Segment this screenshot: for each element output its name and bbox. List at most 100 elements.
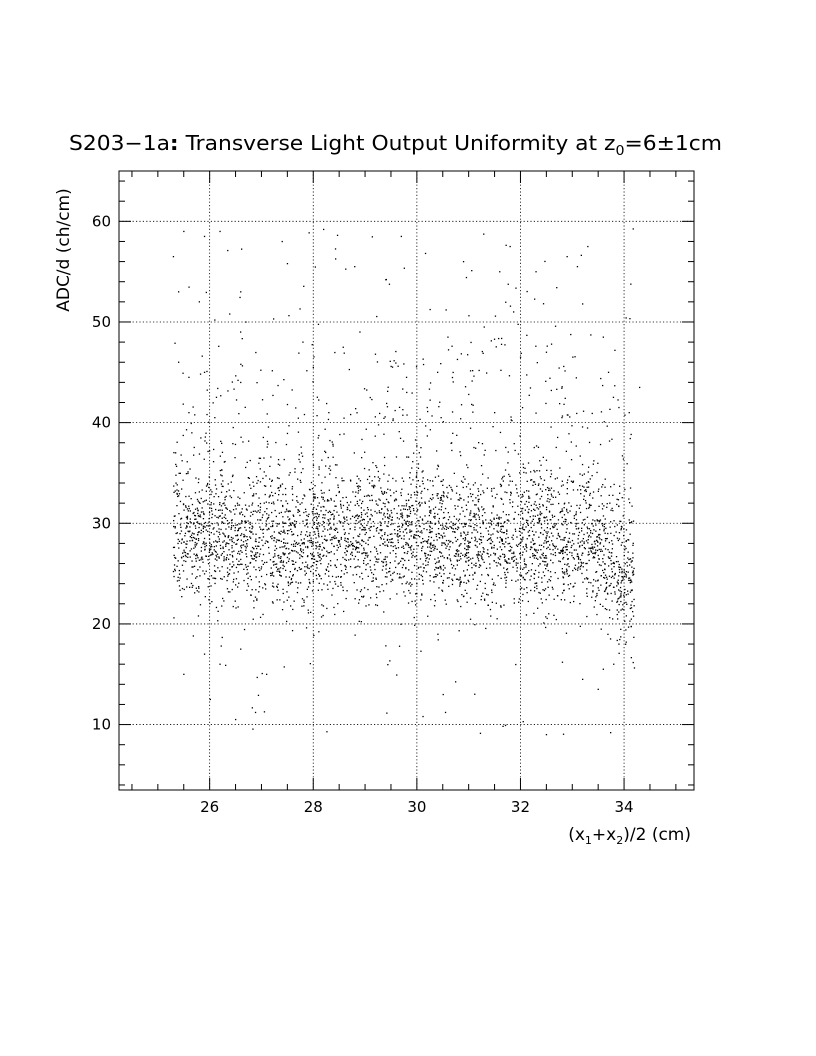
data-point xyxy=(478,516,480,518)
data-point xyxy=(241,533,243,535)
data-point xyxy=(606,581,608,584)
data-point xyxy=(500,606,502,608)
data-point xyxy=(405,541,407,544)
data-point xyxy=(356,515,358,517)
data-point xyxy=(537,558,539,560)
data-point xyxy=(205,490,207,492)
data-point xyxy=(278,494,280,496)
data-point xyxy=(429,543,431,545)
data-point xyxy=(552,543,554,545)
data-point xyxy=(250,487,252,489)
data-point xyxy=(200,550,202,552)
data-point xyxy=(592,585,594,587)
data-point xyxy=(555,496,557,498)
data-point xyxy=(448,516,451,518)
data-point xyxy=(546,532,548,535)
data-point xyxy=(571,425,573,427)
data-point xyxy=(234,600,236,602)
data-point xyxy=(226,520,229,522)
data-point xyxy=(193,511,195,514)
data-point xyxy=(510,416,512,418)
data-point xyxy=(464,537,466,539)
data-point xyxy=(412,479,414,481)
data-point xyxy=(517,453,520,455)
data-point xyxy=(253,493,255,495)
data-point xyxy=(263,457,265,459)
chart-title-prefix: S203−1a xyxy=(69,131,170,155)
data-point xyxy=(632,520,635,522)
data-point xyxy=(481,515,484,517)
data-point xyxy=(422,579,424,581)
data-point xyxy=(315,537,317,539)
data-point xyxy=(296,500,298,502)
data-point xyxy=(211,554,213,556)
data-point xyxy=(344,537,346,539)
data-point xyxy=(566,573,568,575)
data-point xyxy=(468,559,470,561)
data-point xyxy=(275,515,277,518)
data-point xyxy=(251,528,253,530)
data-point xyxy=(209,546,212,548)
data-point xyxy=(403,591,405,593)
data-point xyxy=(187,556,189,558)
data-point xyxy=(517,579,519,581)
data-point xyxy=(609,584,611,587)
data-point xyxy=(375,578,377,580)
data-point xyxy=(378,558,380,560)
data-point xyxy=(256,382,258,384)
data-point xyxy=(252,513,254,516)
data-point xyxy=(475,565,477,567)
data-point xyxy=(410,549,412,551)
data-point xyxy=(573,533,576,535)
data-point xyxy=(605,538,607,540)
data-point xyxy=(479,580,481,583)
data-point xyxy=(449,526,451,528)
data-point xyxy=(378,512,381,514)
data-point xyxy=(493,544,495,547)
data-point xyxy=(586,588,588,590)
data-point xyxy=(203,513,205,516)
data-point xyxy=(458,545,460,547)
data-point xyxy=(307,515,309,518)
data-point xyxy=(401,546,403,548)
data-point xyxy=(389,360,391,362)
data-point xyxy=(479,539,482,541)
data-point xyxy=(526,538,528,540)
data-point xyxy=(261,672,263,675)
data-point xyxy=(240,363,242,365)
data-point xyxy=(498,516,500,518)
data-point xyxy=(453,574,456,576)
data-point xyxy=(331,513,334,515)
data-point xyxy=(366,495,368,497)
data-point xyxy=(455,553,457,555)
data-point xyxy=(495,524,497,526)
data-point xyxy=(472,484,475,486)
data-point xyxy=(436,567,438,569)
data-point xyxy=(439,565,441,568)
data-point xyxy=(474,693,476,695)
data-point xyxy=(429,550,431,552)
data-point xyxy=(194,492,197,494)
data-point xyxy=(357,517,359,520)
data-point xyxy=(383,558,385,561)
data-point xyxy=(283,538,285,540)
data-point xyxy=(359,533,361,535)
data-point xyxy=(562,546,565,549)
data-point xyxy=(620,600,622,603)
data-point xyxy=(313,634,315,637)
data-point xyxy=(422,570,425,572)
data-point xyxy=(186,586,188,588)
data-point xyxy=(356,514,358,516)
data-point xyxy=(515,663,517,666)
data-point xyxy=(539,498,541,500)
data-point xyxy=(465,561,467,563)
data-point xyxy=(222,532,224,534)
data-point xyxy=(464,543,466,545)
data-point xyxy=(303,538,305,540)
data-point xyxy=(192,523,195,525)
data-point xyxy=(312,454,314,456)
data-point xyxy=(320,563,322,565)
data-point xyxy=(204,500,206,502)
data-point xyxy=(401,514,403,516)
data-point xyxy=(277,459,280,461)
